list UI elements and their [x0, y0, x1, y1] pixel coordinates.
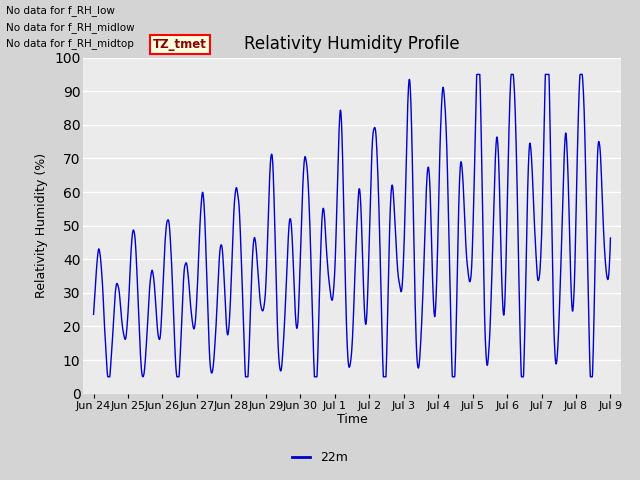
Text: No data for f_RH_low: No data for f_RH_low — [6, 5, 115, 16]
X-axis label: Time: Time — [337, 413, 367, 426]
Text: TZ_tmet: TZ_tmet — [153, 38, 207, 51]
Text: No data for f_RH_midtop: No data for f_RH_midtop — [6, 38, 134, 49]
Y-axis label: Relativity Humidity (%): Relativity Humidity (%) — [35, 153, 49, 298]
Legend: 22m: 22m — [287, 446, 353, 469]
Text: No data for f_RH_midlow: No data for f_RH_midlow — [6, 22, 135, 33]
Title: Relativity Humidity Profile: Relativity Humidity Profile — [244, 35, 460, 53]
